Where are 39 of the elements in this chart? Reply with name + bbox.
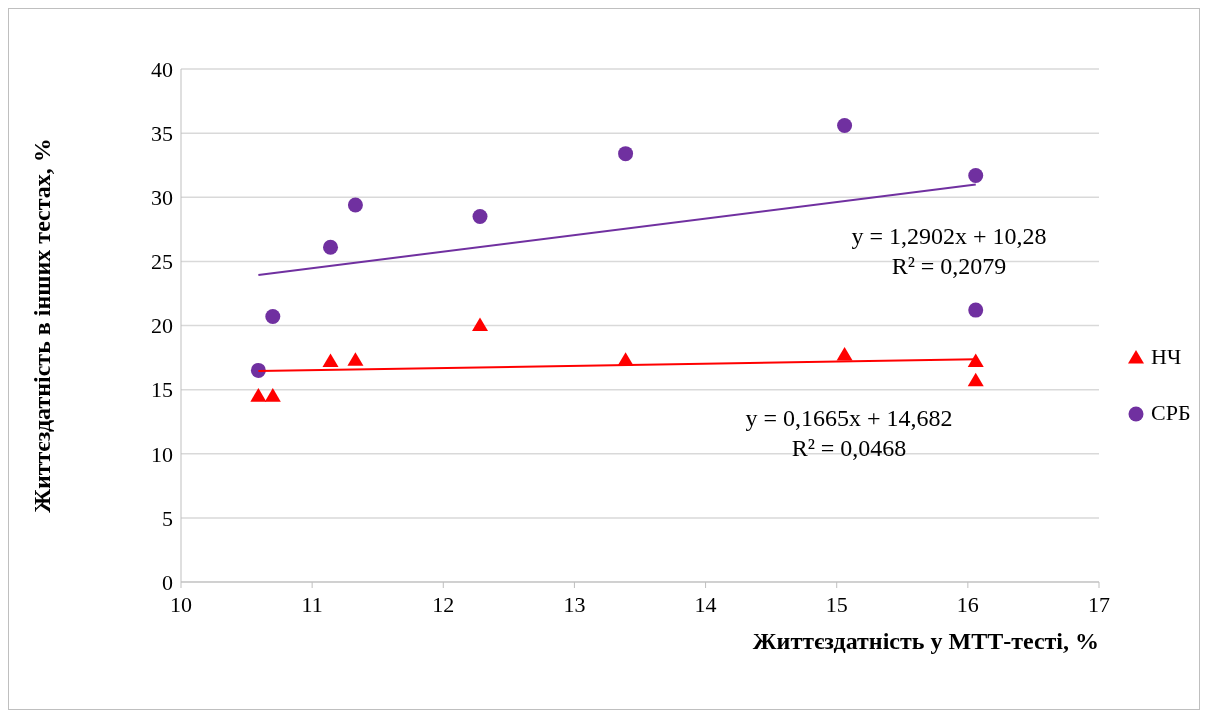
annotation: y = 1,2902x + 10,28 R² = 0,2079 [850, 222, 1048, 281]
y-tick-label: 35 [151, 120, 173, 146]
legend-label: СРБ [1151, 400, 1191, 426]
x-tick-label: 14 [694, 591, 717, 617]
y-tick-label: 0 [162, 569, 173, 595]
x-tick-label: 17 [1088, 591, 1110, 617]
point [837, 117, 853, 133]
x-tick-label: 11 [301, 591, 323, 617]
point [967, 372, 984, 387]
point [968, 167, 984, 183]
point [322, 353, 339, 368]
point [472, 317, 489, 332]
x-tick-label: 15 [825, 591, 848, 617]
legend-label: НЧ [1151, 344, 1182, 370]
y-tick-label: 20 [151, 313, 173, 339]
x-tick-label: 12 [432, 591, 455, 617]
x-tick-label: 16 [956, 591, 979, 617]
y-tick-label: 30 [151, 185, 173, 211]
y-tick-label: 5 [162, 505, 173, 531]
x-axis-title: Життєздатність у МТТ-тесті, % [752, 628, 1099, 654]
point [250, 362, 266, 378]
point [347, 352, 364, 366]
y-tick-label: 15 [151, 377, 173, 403]
point [323, 239, 338, 255]
annotation: y = 0,1665x + 14,682 R² = 0,0468 [744, 404, 954, 463]
point [347, 197, 363, 213]
point [250, 388, 267, 402]
point [618, 146, 634, 162]
point [836, 347, 853, 361]
point [472, 208, 488, 224]
y-tick-label: 10 [151, 441, 173, 467]
y-tick-label: 40 [151, 56, 173, 82]
x-tick-label: 13 [563, 591, 586, 617]
y-axis-title: Життєздатність в інших тестах, % [28, 138, 55, 513]
point [968, 302, 984, 318]
y-tick-label: 25 [151, 249, 173, 275]
point [264, 388, 281, 402]
point [265, 309, 281, 325]
point [967, 353, 984, 368]
